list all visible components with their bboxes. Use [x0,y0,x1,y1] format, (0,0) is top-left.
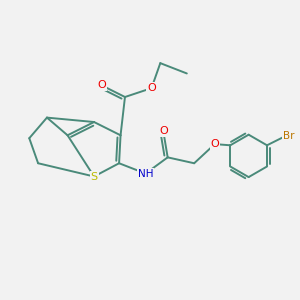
Text: S: S [91,172,98,182]
Text: O: O [147,83,156,93]
Text: O: O [210,139,219,149]
Text: O: O [97,80,106,90]
Text: O: O [159,126,168,136]
Text: Br: Br [283,131,295,142]
Text: NH: NH [138,169,153,178]
